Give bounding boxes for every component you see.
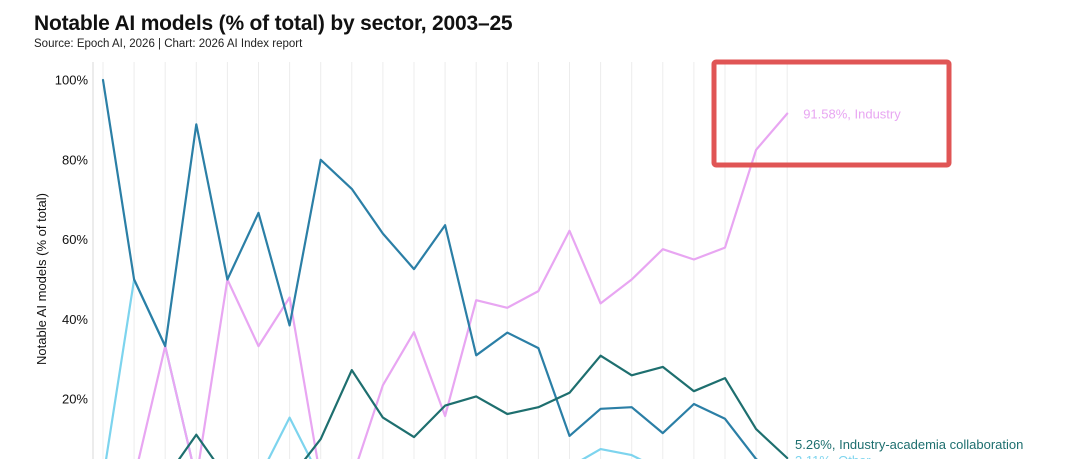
y-tick-label-100: 100% — [55, 73, 89, 88]
series-line-academia — [101, 78, 758, 459]
end-label-other: 3.11%, Other — [795, 453, 871, 459]
end-label-industry: 91.58%, Industry — [803, 107, 901, 122]
end-label-industry-academia-collaboration: 5.26%, Industry-academia collaboration — [795, 437, 1023, 452]
y-tick-label-20: 20% — [62, 392, 88, 407]
y-axis-title: Notable AI models (% of total) — [34, 193, 49, 365]
y-tick-label-40: 40% — [62, 312, 88, 327]
y-tick-label-60: 60% — [62, 232, 88, 247]
series-line-industry-academia-collaboration — [177, 354, 789, 459]
y-tick-label-80: 80% — [62, 152, 88, 167]
series-line-industry — [137, 112, 789, 459]
y-axis-ticks: 20% 40% 60% 80% 100% — [55, 73, 89, 407]
chart-title: Notable AI models (% of total) by sector… — [34, 12, 513, 35]
series-lines — [101, 78, 789, 459]
end-labels: 91.58%, Industry 5.26%, Industry-academia… — [795, 107, 1023, 459]
chart-source: Source: Epoch AI, 2026 | Chart: 2026 AI … — [34, 38, 303, 50]
highlight-box — [711, 59, 952, 168]
